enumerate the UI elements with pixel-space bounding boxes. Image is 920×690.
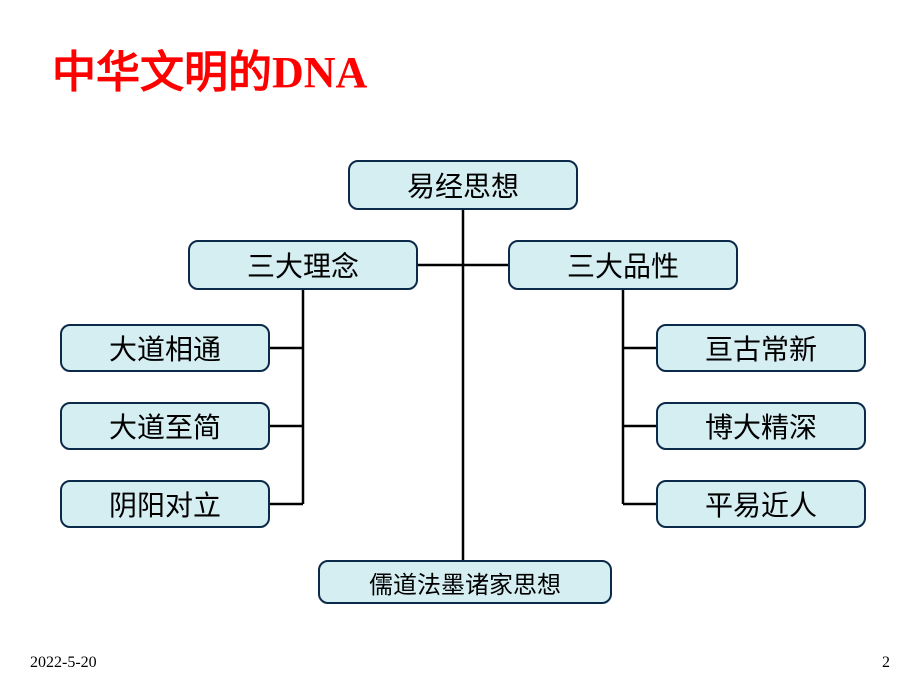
slide-title: 中华文明的DNA	[52, 36, 367, 100]
footer-date: 2022-5-20	[30, 654, 97, 672]
node-right-item-2: 博大精深	[656, 402, 866, 450]
node-left-category: 三大理念	[188, 240, 418, 290]
node-r1-label: 亘古常新	[705, 328, 817, 368]
node-left-item-3: 阴阳对立	[60, 480, 270, 528]
node-bottom-label: 儒道法墨诸家思想	[369, 565, 561, 600]
node-rightcat-label: 三大品性	[567, 245, 679, 285]
node-bottom: 儒道法墨诸家思想	[318, 560, 612, 604]
node-leftcat-label: 三大理念	[247, 245, 359, 285]
node-right-item-3: 平易近人	[656, 480, 866, 528]
node-left-item-1: 大道相通	[60, 324, 270, 372]
node-left-item-2: 大道至简	[60, 402, 270, 450]
node-right-category: 三大品性	[508, 240, 738, 290]
node-root-label: 易经思想	[407, 165, 519, 205]
node-r2-label: 博大精深	[705, 406, 817, 446]
footer-page-number: 2	[882, 654, 890, 672]
node-l3-label: 阴阳对立	[109, 484, 221, 524]
node-l1-label: 大道相通	[109, 328, 221, 368]
node-r3-label: 平易近人	[705, 484, 817, 524]
node-root: 易经思想	[348, 160, 578, 210]
node-l2-label: 大道至简	[109, 406, 221, 446]
node-right-item-1: 亘古常新	[656, 324, 866, 372]
